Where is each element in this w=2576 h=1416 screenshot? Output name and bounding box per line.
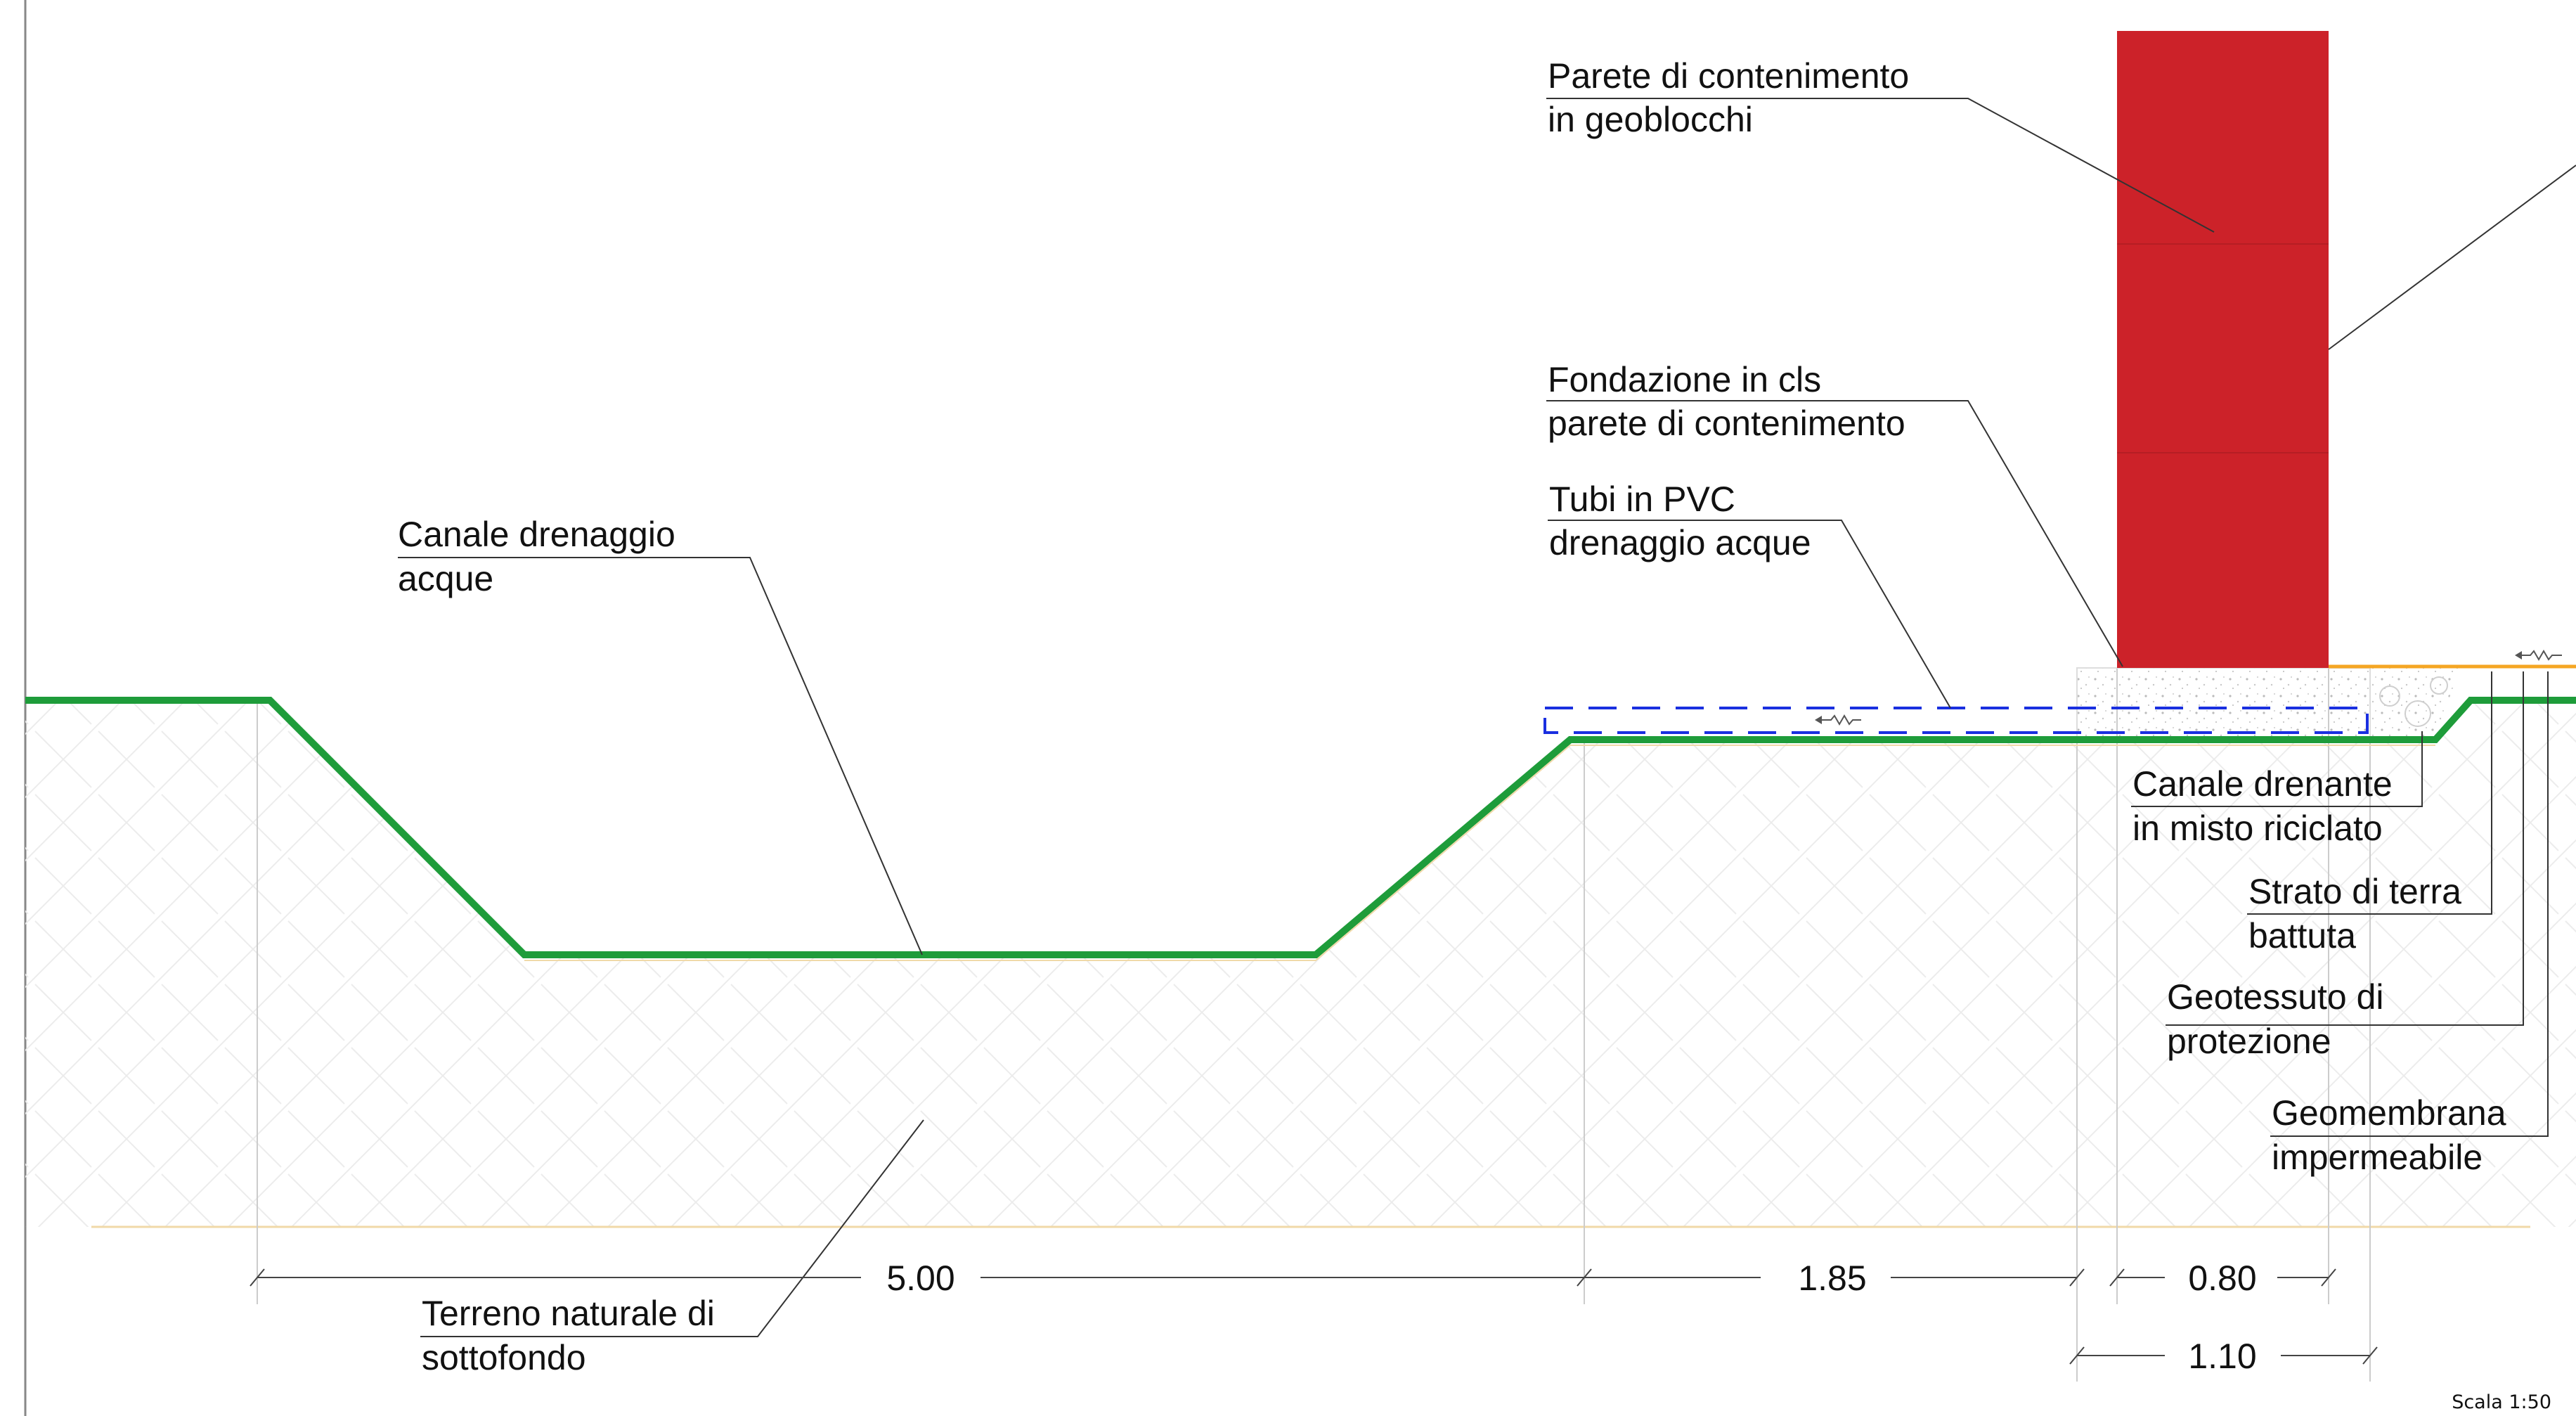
label-drain-gravel-line1: Canale drenante [2132, 764, 2393, 804]
leader-geomembrane [2270, 671, 2549, 1137]
label-geomembrane-line1: Geomembrana [2272, 1093, 2506, 1133]
scale-note: Scala 1:50 [2452, 1391, 2551, 1413]
leader-geotextile [2166, 671, 2524, 1026]
dim-tick [2069, 1346, 2085, 1365]
label-geotextile-line1: Geotessuto di [2167, 977, 2384, 1017]
leader-foundation [1546, 400, 2123, 667]
label-channel-line1: Canale drenaggio [398, 515, 675, 554]
dim-tick [2069, 1268, 2085, 1287]
leader-drain-gravel [2131, 731, 2423, 807]
leader-wall [1546, 98, 2215, 233]
drain-gravel-fill [2370, 668, 2460, 737]
dim-tick [2362, 1346, 2378, 1365]
gravel-stone [2379, 686, 2400, 707]
label-geotextile-line2: protezione [2167, 1022, 2331, 1061]
drain-symbol [2520, 650, 2562, 661]
leader-subsoil [420, 1119, 924, 1337]
pvc-flow-symbol [1820, 714, 1861, 726]
gravel-stone [2430, 676, 2448, 695]
dim-value-4: 1.10 [2188, 1337, 2256, 1376]
label-subsoil-line1: Terreno naturale di [422, 1294, 715, 1333]
subsoil-area [25, 700, 2576, 1227]
leader-wall-right [2328, 165, 2576, 350]
label-foundation-line1: Fondazione in cls [1548, 360, 1821, 399]
label-channel-line2: acque [398, 559, 493, 598]
dim-tick [250, 1268, 265, 1287]
label-foundation-line2: parete di contenimento [1548, 404, 1905, 443]
dim-value-1: 5.00 [886, 1259, 954, 1298]
label-compacted-soil-line1: Strato di terra [2248, 872, 2461, 911]
concrete-foundation [2076, 667, 2371, 738]
leader-channel [398, 557, 923, 955]
dim-value-2: 1.85 [1798, 1259, 1866, 1298]
leader-compacted-soil [2247, 671, 2492, 915]
label-pvc-line1: Tubi in PVC [1549, 479, 1735, 519]
drain-symbol-arrow [2515, 651, 2522, 659]
gravel-stone [2405, 700, 2431, 727]
dim-tick [2321, 1268, 2336, 1287]
ground-profile [25, 697, 2576, 958]
label-pvc-line2: drenaggio acque [1549, 523, 1811, 562]
ground-profile-shadow [524, 745, 2435, 961]
retaining-wall [2117, 31, 2329, 668]
leader-pvc [1548, 520, 1951, 709]
label-drain-gravel-line2: in misto riciclato [2132, 809, 2383, 848]
pvc-pipe [1543, 707, 2369, 734]
dim-value-3: 0.80 [2188, 1259, 2256, 1298]
dim-tick [2109, 1268, 2125, 1287]
label-wall-line1: Parete di contenimento [1548, 56, 1909, 96]
pvc-flow-arrow [1815, 716, 1822, 724]
label-geomembrane-line2: impermeabile [2272, 1138, 2483, 1177]
label-compacted-soil-line2: battuta [2248, 916, 2356, 955]
label-subsoil-line2: sottofondo [422, 1338, 586, 1377]
label-wall-line2: in geoblocchi [1548, 100, 1753, 139]
